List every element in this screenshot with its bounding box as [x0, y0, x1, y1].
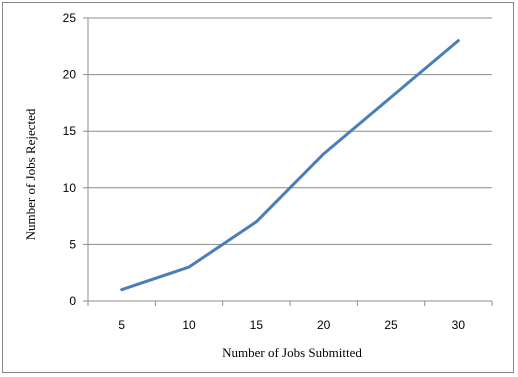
x-tick-label: 10: [182, 318, 196, 332]
x-tick-label: 20: [317, 318, 331, 332]
x-axis-title: Number of Jobs Submitted: [222, 345, 362, 360]
gridlines: [88, 17, 492, 245]
x-axis-ticks: 5 10 15 20 25 30: [87, 301, 493, 332]
y-axis-ticks: 0 5 10 15 20 25: [63, 11, 88, 308]
y-tick-label: 25: [63, 11, 77, 25]
series-layer: [120, 39, 460, 292]
x-tick-label: 5: [118, 318, 125, 332]
y-axis-title: Number of Jobs Rejected: [23, 108, 38, 240]
axes: [87, 18, 492, 302]
y-tick-label: 15: [63, 124, 77, 138]
x-tick-label: 25: [384, 318, 398, 332]
y-tick-label: 10: [63, 181, 77, 195]
y-tick-label: 5: [69, 237, 76, 251]
x-tick-label: 15: [250, 318, 264, 332]
series-line-0: [120, 39, 460, 292]
y-tick-label: 0: [69, 294, 76, 308]
y-tick-label: 20: [63, 68, 77, 82]
x-tick-label: 30: [452, 318, 466, 332]
